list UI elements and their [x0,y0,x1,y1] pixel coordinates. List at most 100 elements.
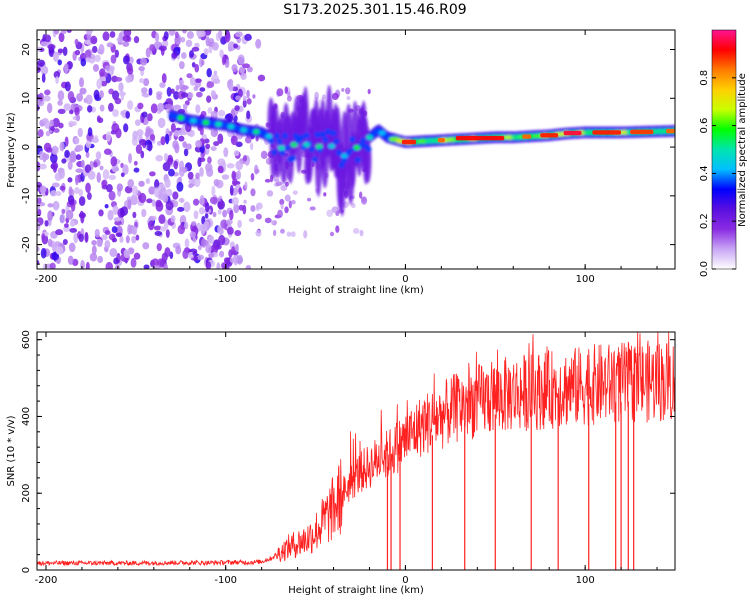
noise-blob [109,247,118,258]
noise-blob [154,32,160,43]
colorbar-tick-label: 0.0 [699,261,710,277]
noise-blob [134,221,138,228]
noise-blob [264,217,272,224]
noise-blob [68,242,76,253]
noise-blob [232,178,238,187]
noise-blob [134,119,141,126]
noise-blob [47,203,54,208]
noise-blob [132,185,138,197]
noise-blob [246,66,253,73]
noise-blob [115,128,122,139]
noise-blob [125,110,131,119]
noise-blob [176,181,184,192]
noise-blob [331,92,339,101]
noise-blob [135,144,143,155]
noise-blob [173,91,180,100]
noise-blob [238,187,243,195]
noise-blob [145,128,152,135]
noise-blob [122,35,131,42]
noise-blob [69,227,78,233]
noise-blob [42,117,48,124]
noise-blob [192,237,197,243]
noise-blob [164,178,171,189]
noise-blob [103,148,112,155]
ridge-cell [177,115,185,121]
noise-blob [240,72,247,81]
noise-blob [180,92,189,98]
x-tick-label: 100 [576,575,595,586]
noise-blob [207,107,213,115]
noise-blob [141,208,147,218]
noise-blob [87,127,93,137]
noise-blob [94,54,101,63]
noise-blob [145,47,151,58]
noise-blob [195,172,200,180]
noise-blob [44,34,52,43]
noise-blob [132,211,137,219]
noise-blob [107,209,114,221]
noise-blob [235,141,243,148]
noise-blob [58,122,64,129]
noise-blob [66,30,72,33]
noise-blob [37,246,40,252]
noise-blob [246,98,252,105]
noise-blob [225,219,233,225]
noise-blob [84,231,89,242]
noise-blob [290,199,296,205]
noise-blob [252,94,256,99]
noise-blob [352,227,360,234]
ridge-core [298,134,305,141]
noise-blob [367,88,371,95]
noise-blob [189,231,196,239]
noise-blob [236,254,243,265]
colorbar-label: Normalized spectral amplitude [737,73,748,227]
noise-blob [165,133,170,145]
noise-blob [47,210,54,222]
noise-blob [149,133,156,141]
noise-blob [236,170,242,180]
noise-blob [104,230,111,236]
ridge-cell [353,144,361,151]
noise-blob [55,246,64,255]
noise-blob [89,252,98,262]
noise-blob [233,150,240,157]
noise-blob [284,86,289,94]
noise-blob [93,161,98,168]
noise-blob [205,202,210,213]
spectrogram-frame [36,29,676,270]
noise-blob [74,137,80,145]
hot-streak [401,139,417,145]
noise-blob [205,143,211,150]
noise-blob [198,207,205,215]
noise-blob [260,150,268,160]
noise-blob [217,225,222,234]
noise-blob [171,51,178,59]
noise-blob [85,30,94,35]
noise-blob [101,179,108,187]
noise-blob [211,42,219,51]
noise-blob [126,67,134,75]
snr-x-ticks: -200 -100 0 100 [35,332,658,586]
noise-blob [204,30,212,36]
spectrogram-y-ticks: -20 -10 0 10 20 [21,29,675,265]
noise-blob [108,174,117,180]
y-tick-label: 600 [21,330,32,349]
noise-blob [140,57,148,66]
noise-blob [123,249,130,259]
noise-blob [94,228,100,238]
hot-streak [592,130,622,135]
noise-blob [192,198,200,206]
noise-blob [139,66,144,71]
noise-blob [93,135,99,144]
noise-blob [209,196,218,205]
noise-blob [234,229,242,237]
noise-blob [184,238,190,249]
noise-blob [63,103,72,111]
noise-blob [78,196,86,207]
noise-blob [168,30,176,36]
noise-blob [235,31,243,38]
noise-blob [133,36,140,44]
noise-blob [41,73,46,83]
noise-blob [229,209,234,221]
